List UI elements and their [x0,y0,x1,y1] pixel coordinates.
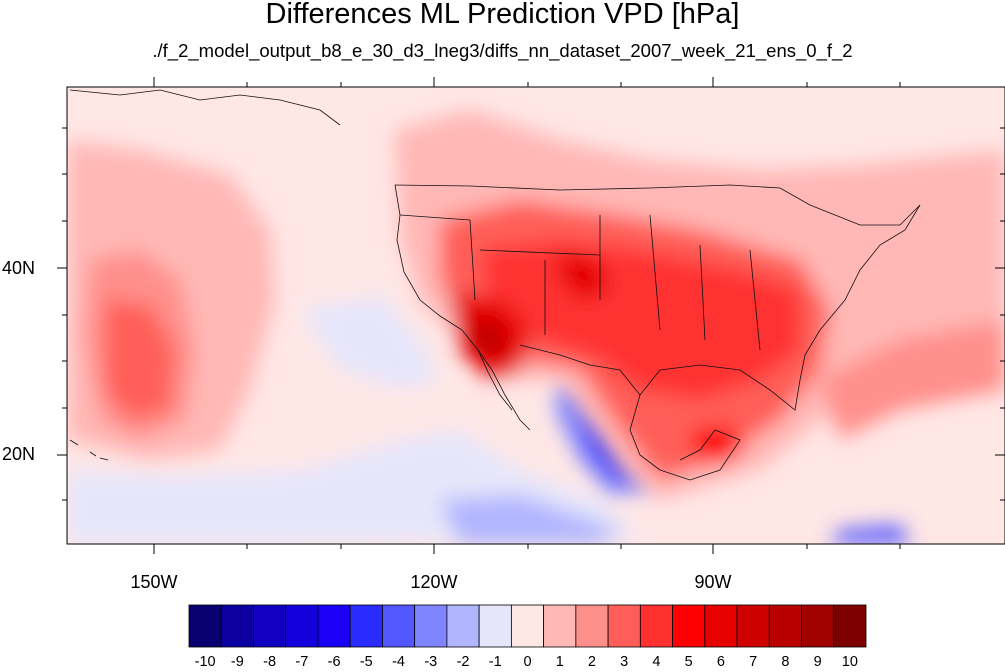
colorbar-box [317,604,351,648]
colorbar-tick-label: 3 [620,654,629,670]
colorbar-box [349,604,383,648]
map-title: Differences ML Prediction VPD [hPa] [265,0,740,30]
colorbar-tick-label: 4 [652,654,661,670]
colorbar-box [736,604,770,648]
colorbar-tick-label: -2 [456,654,470,670]
colorbar-box [478,604,512,648]
colorbar-box [833,604,867,648]
colorbar-tick-label: 1 [555,654,564,670]
colorbar-box [253,604,287,648]
colorbar-tick-label: -1 [488,654,502,670]
map-subtitle: ./f_2_model_output_b8_e_30_d3_lneg3/diff… [152,40,853,61]
colorbar-tick-label: -4 [392,654,405,670]
colorbar-box [382,604,416,648]
colorbar-tick-label: -9 [230,654,244,670]
colorbar-tick-label: 8 [781,654,790,670]
colorbar-tick-label: -7 [295,654,309,670]
colorbar-box [414,604,448,648]
axis-ticks [57,77,1005,554]
colorbar-tick-label: -3 [424,654,438,670]
colorbar-box [607,604,641,648]
colorbar-tick-label: 9 [813,654,822,670]
lat-label-40n: 40N [2,258,36,278]
lon-label-150w: 150W [130,572,178,592]
colorbar-tick-label: -8 [263,654,277,670]
colorbar-box [672,604,706,648]
colorbar-box [188,604,222,648]
colorbar [188,604,867,648]
map-plot-area [67,87,1005,544]
colorbar-box [543,604,577,648]
colorbar-tick-label: 7 [749,654,758,670]
lon-label-90w: 90W [694,572,732,592]
colorbar-box [801,604,835,648]
colorbar-box [446,604,480,648]
colorbar-tick-label: 2 [587,654,597,670]
colorbar-box [704,604,738,648]
colorbar-tick-label: -10 [194,654,216,670]
colorbar-box [639,604,673,648]
colorbar-tick-label: -6 [327,654,341,670]
colorbar-tick-label: 10 [841,654,858,670]
colorbar-box [285,604,319,648]
colorbar-tick-label: 6 [716,654,725,670]
lon-label-120w: 120W [410,572,458,592]
colorbar-tick-label: 0 [523,654,532,670]
colorbar-box [768,604,802,648]
positive-regions [67,110,1005,500]
coastlines-and-borders [69,89,921,481]
colorbar-box [220,604,254,648]
colorbar-tick-label: 5 [684,654,693,670]
colorbar-box [575,604,609,648]
colorbar-tick-label: -5 [359,654,373,670]
lat-label-20n: 20N [2,444,36,464]
colorbar-box [510,604,545,648]
